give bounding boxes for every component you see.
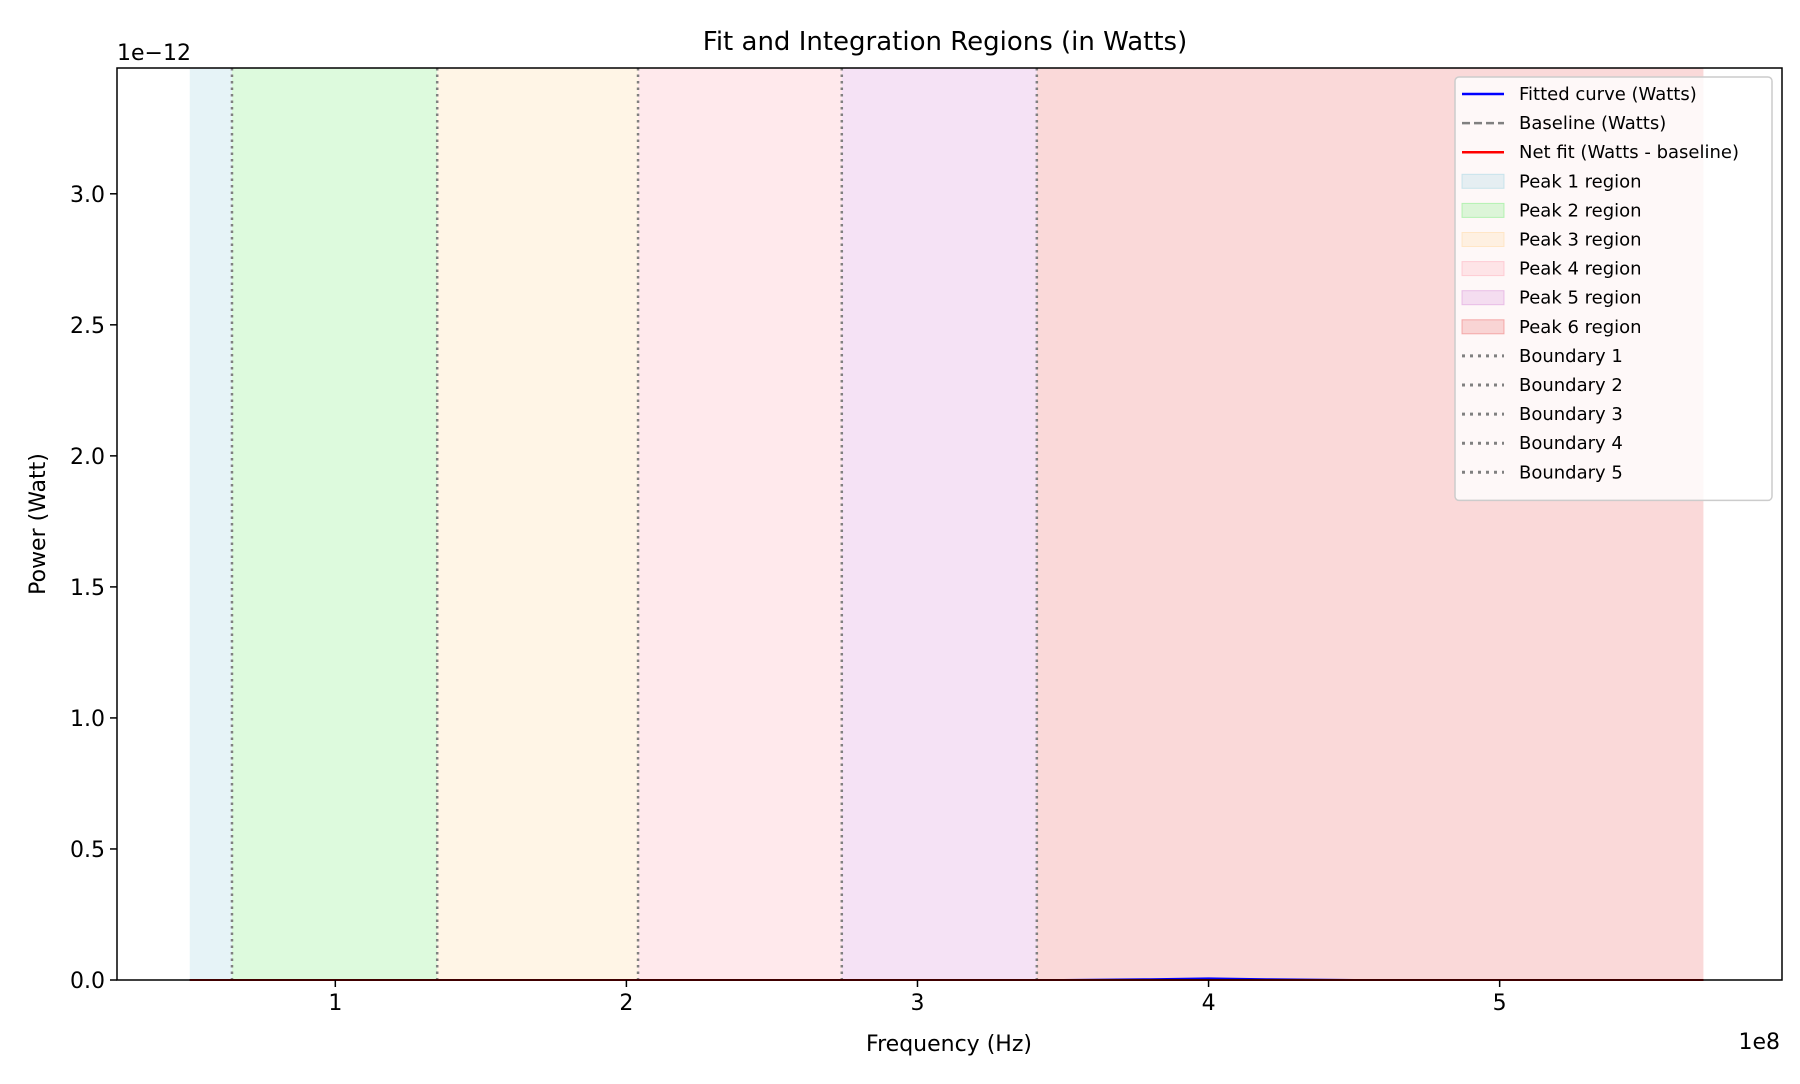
boundaries-layer: [230, 68, 1039, 980]
x-tick-label: 1: [328, 991, 342, 1016]
legend-swatch: [1461, 173, 1505, 189]
legend-label: Peak 1 region: [1519, 171, 1642, 192]
legend-label: Peak 2 region: [1519, 200, 1642, 221]
region-peak-4-region: [638, 68, 842, 980]
y-tick-label: 2.0: [70, 445, 105, 470]
legend-entry-peak-4-region: Peak 4 region: [1461, 259, 1642, 280]
y-tick-label: 1.0: [70, 707, 105, 732]
y-axis: 0.0 0.5 1.0 1.5 2.0 2.5 3.0: [70, 183, 117, 994]
legend-entry-net-fit-watts-baseline: Net fit (Watts - baseline): [1462, 142, 1739, 163]
legend-label: Peak 3 region: [1519, 230, 1642, 251]
legend-label: Boundary 4: [1519, 433, 1623, 454]
legend-entry-peak-2-region: Peak 2 region: [1461, 200, 1642, 221]
x-tick-label: 5: [1493, 991, 1507, 1016]
legend-label: Peak 4 region: [1519, 259, 1642, 280]
legend-entry-boundary-2: Boundary 2: [1462, 375, 1623, 396]
region-peak-2-region: [231, 68, 438, 980]
y-tick-label: 0.0: [70, 969, 105, 994]
legend-label: Net fit (Watts - baseline): [1519, 142, 1739, 163]
region-peak-1-region: [189, 68, 232, 980]
legend-entry-peak-5-region: Peak 5 region: [1461, 288, 1642, 309]
legend: Fitted curve (Watts) Baseline (Watts) Net …: [1454, 76, 1773, 502]
y-axis-offset-label: 1e−12: [117, 41, 191, 66]
y-tick-label: 1.5: [70, 576, 105, 601]
y-tick-label: 0.5: [70, 838, 105, 863]
x-axis-label: Frequency (Hz): [866, 1032, 1032, 1057]
x-axis-offset-label: 1e8: [1738, 1030, 1780, 1055]
legend-entry-baseline-watts: Baseline (Watts): [1462, 113, 1666, 134]
x-tick-label: 2: [619, 991, 633, 1016]
legend-label: Fitted curve (Watts): [1519, 84, 1697, 105]
legend-swatch: [1461, 319, 1505, 335]
legend-entry-peak-3-region: Peak 3 region: [1461, 230, 1642, 251]
x-tick-label: 3: [910, 991, 924, 1016]
region-peak-3-region: [437, 68, 639, 980]
legend-label: Baseline (Watts): [1519, 113, 1666, 134]
legend-entry-boundary-3: Boundary 3: [1462, 404, 1623, 425]
x-tick-label: 4: [1202, 991, 1216, 1016]
legend-label: Boundary 3: [1519, 404, 1623, 425]
legend-entry-boundary-5: Boundary 5: [1462, 462, 1623, 483]
y-tick-label: 2.5: [70, 314, 105, 339]
legend-label: Boundary 2: [1519, 375, 1623, 396]
x-axis: 1 2 3 4 5: [328, 980, 1507, 1016]
legend-label: Peak 5 region: [1519, 288, 1642, 309]
y-axis-label: Power (Watt): [26, 453, 51, 595]
legend-label: Peak 6 region: [1519, 317, 1642, 338]
legend-label: Boundary 1: [1519, 346, 1623, 367]
legend-swatch: [1461, 261, 1505, 277]
legend-entry-boundary-1: Boundary 1: [1462, 346, 1623, 367]
regions-layer: [189, 68, 1704, 980]
legend-entry-fitted-curve-watts: Fitted curve (Watts): [1462, 84, 1697, 105]
plot-frame: [116, 67, 1783, 981]
y-tick-label: 3.0: [70, 183, 105, 208]
legend-swatch: [1461, 290, 1505, 306]
legend-box: [1454, 76, 1773, 502]
region-peak-5-region: [841, 68, 1037, 980]
legend-swatch: [1461, 232, 1505, 247]
chart-title: Fit and Integration Regions (in Watts): [703, 27, 1187, 57]
legend-entry-boundary-4: Boundary 4: [1462, 433, 1623, 454]
legend-swatch: [1461, 202, 1505, 218]
legend-entry-peak-6-region: Peak 6 region: [1461, 317, 1642, 338]
legend-label: Boundary 5: [1519, 462, 1623, 483]
legend-entry-peak-1-region: Peak 1 region: [1461, 171, 1642, 192]
